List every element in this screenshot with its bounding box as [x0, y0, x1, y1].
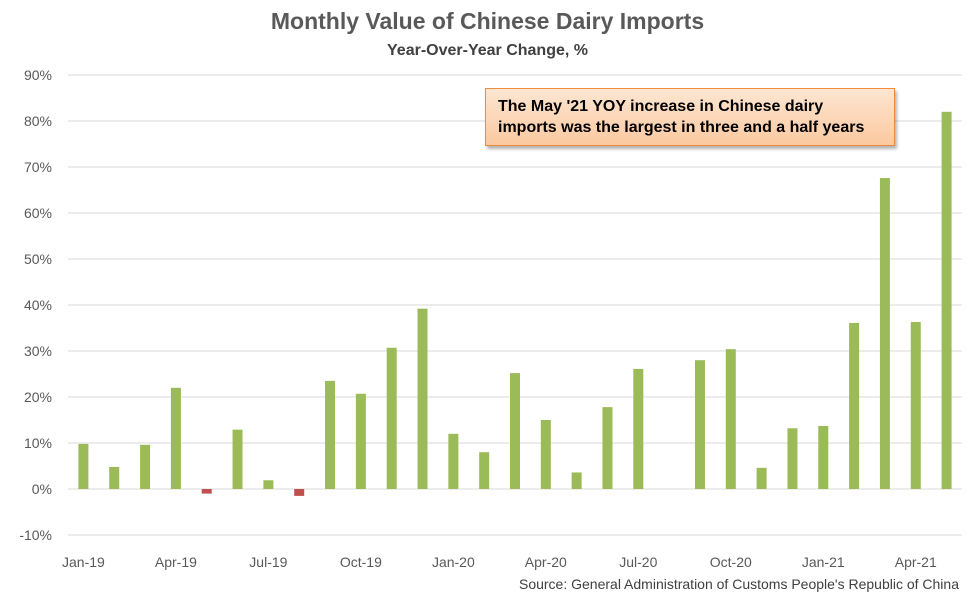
x-tick-label: Apr-20: [525, 554, 567, 570]
bar-jul-19: [263, 480, 274, 489]
y-tick-label: 20%: [24, 389, 52, 405]
x-tick-label: Jul-19: [249, 554, 287, 570]
bar-jan-21: [818, 425, 829, 489]
x-tick-label: Jan-19: [62, 554, 105, 570]
y-tick-label: 80%: [24, 113, 52, 129]
y-tick-label: 0%: [32, 481, 52, 497]
bar-feb-19: [109, 466, 120, 489]
bar-apr-21: [910, 322, 921, 489]
x-tick-label: Jul-20: [619, 554, 657, 570]
bar-may-19: [201, 489, 212, 494]
x-tick-label: Jan-21: [802, 554, 845, 570]
y-tick-label: 30%: [24, 343, 52, 359]
bar-jun-20: [602, 407, 613, 489]
bar-aug-19: [294, 489, 305, 496]
y-tick-label: 90%: [24, 67, 52, 83]
bar-dec-20: [787, 428, 798, 489]
x-tick-label: Oct-19: [340, 554, 382, 570]
y-tick-label: 10%: [24, 435, 52, 451]
bar-oct-19: [355, 393, 366, 489]
bar-mar-20: [510, 373, 520, 489]
bar-jun-19: [232, 429, 243, 489]
y-tick-label: 60%: [24, 205, 52, 221]
source-note: Source: General Administration of Custom…: [518, 576, 959, 592]
bar-apr-20: [540, 420, 551, 489]
y-tick-label: 40%: [24, 297, 52, 313]
annotation-line-1: The May '21 YOY increase in Chinese dair…: [498, 98, 824, 115]
x-tick-label: Apr-19: [155, 554, 197, 570]
bar-nov-20: [756, 467, 767, 489]
bar-feb-20: [479, 452, 490, 489]
bar-jul-20: [633, 368, 644, 489]
x-tick-label: Jan-20: [432, 554, 475, 570]
bar-apr-19: [170, 387, 181, 489]
y-tick-label: -10%: [19, 527, 52, 543]
y-tick-label: 50%: [24, 251, 52, 267]
annotation-line-2: imports was the largest in three and a h…: [498, 119, 865, 136]
y-tick-label: 70%: [24, 159, 52, 175]
chart-subtitle: Year-Over-Year Change, %: [387, 42, 588, 59]
bar-jan-19: [78, 443, 89, 489]
bar-mar-21: [879, 178, 890, 490]
bar-mar-19: [140, 444, 151, 489]
bar-may-21: [941, 111, 952, 490]
bar-sep-19: [325, 380, 336, 489]
annotation-callout: The May '21 YOY increase in Chinese dair…: [485, 88, 895, 146]
chart-title: Monthly Value of Chinese Dairy Imports: [270, 8, 705, 34]
bar-dec-19: [417, 308, 428, 489]
x-tick-label: Apr-21: [895, 554, 937, 570]
bar-sep-20: [694, 360, 705, 489]
bar-may-20: [571, 472, 582, 489]
bar-jan-20: [448, 433, 459, 489]
bar-oct-20: [725, 349, 736, 489]
bar-feb-21: [849, 322, 860, 489]
x-tick-label: Oct-20: [710, 554, 752, 570]
bar-nov-19: [386, 347, 397, 489]
